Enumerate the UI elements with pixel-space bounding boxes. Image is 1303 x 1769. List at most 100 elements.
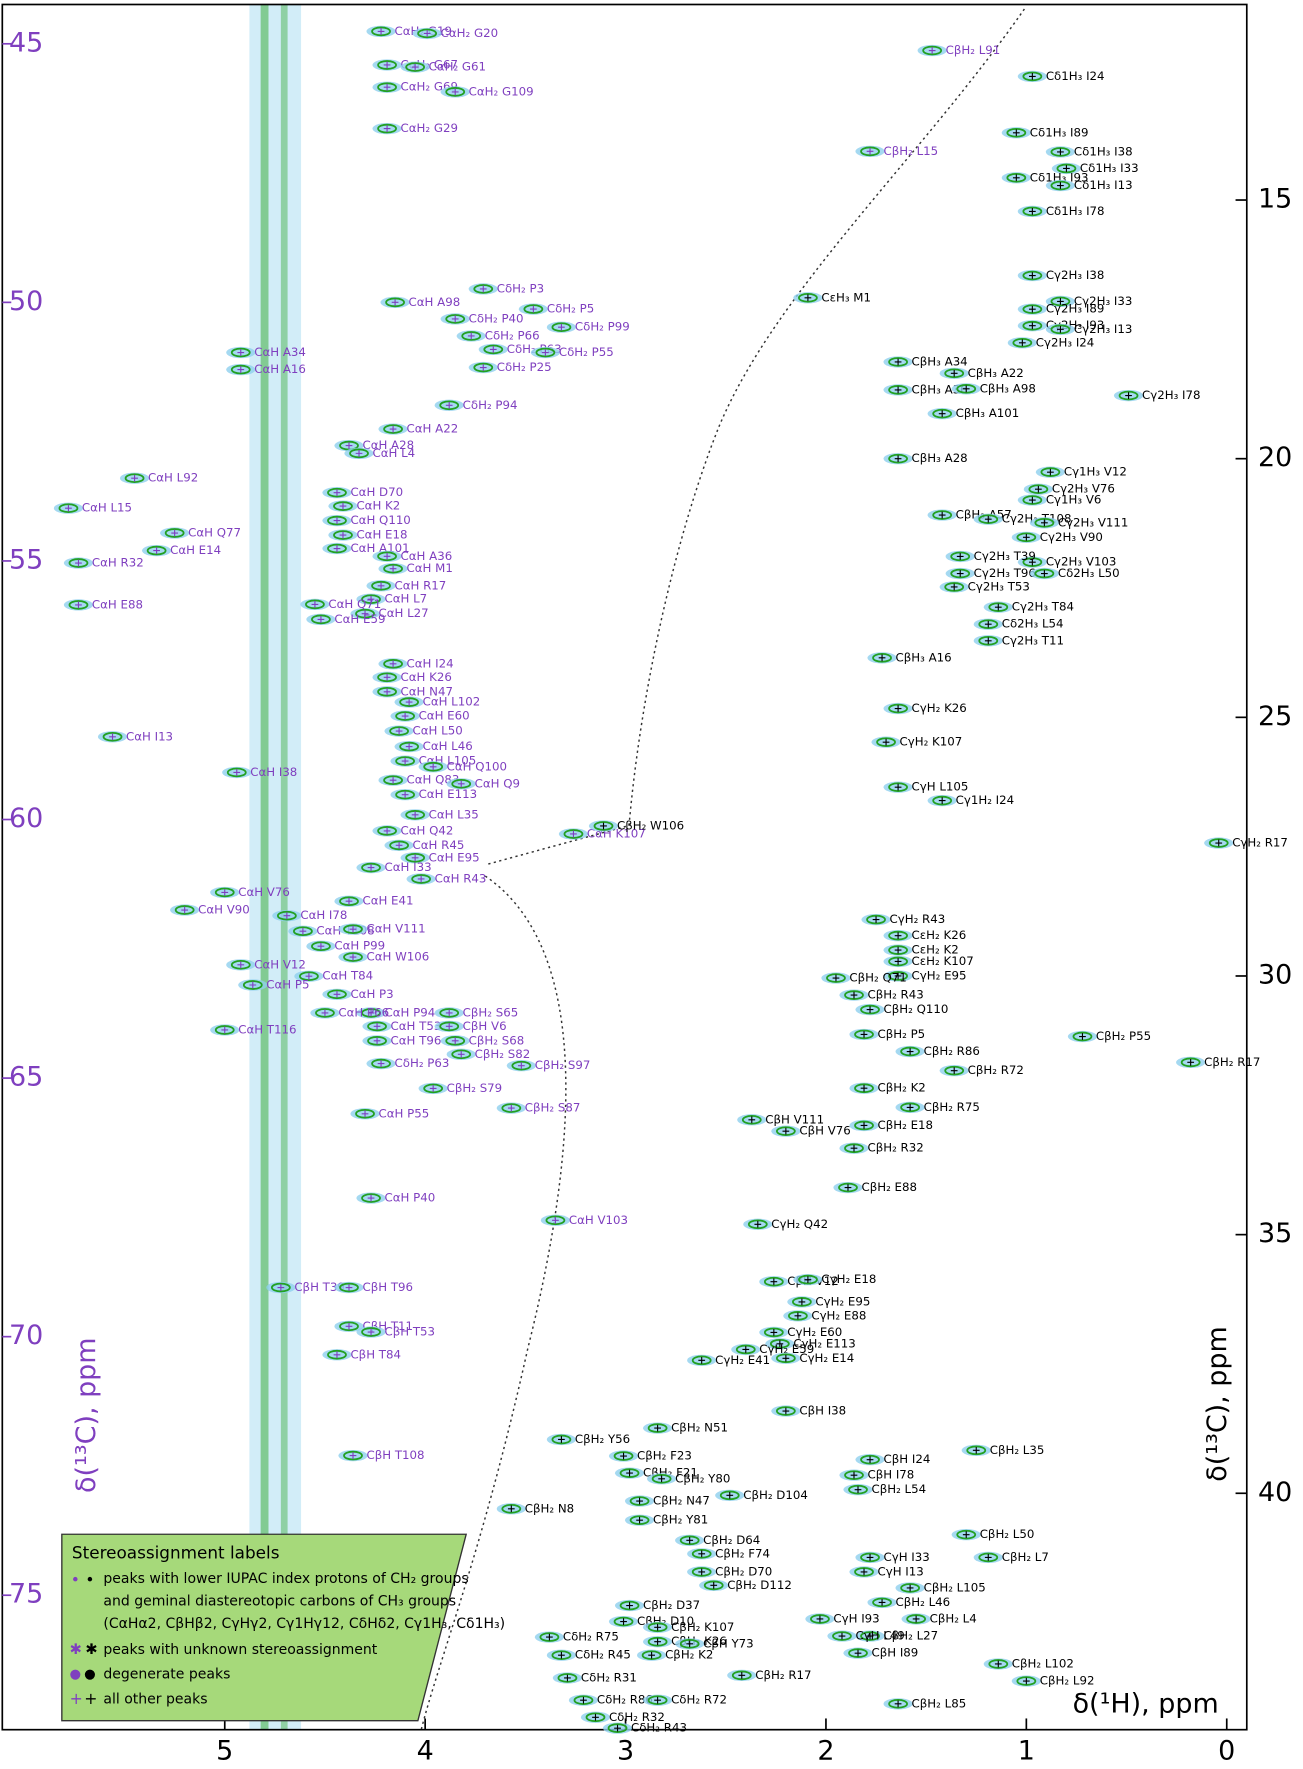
y-tick-label: 65 (9, 1062, 43, 1093)
peak-label: CβH₂ S65 (463, 1005, 519, 1019)
peak-label: CαH T116 (238, 1022, 296, 1036)
peak-label: CεH₃ M1 (821, 290, 871, 304)
peak-label: CαH₂ G20 (441, 26, 498, 40)
peak-label: Cγ2H₃ V90 (1040, 530, 1103, 544)
y2-tick-label: 20 (1258, 442, 1292, 473)
peak-label: CγH L105 (912, 780, 969, 794)
y2-tick-label: 40 (1258, 1477, 1292, 1508)
peak-label: Cδ2H₃ L54 (1002, 617, 1064, 631)
peak-label: CβH₂ K107 (671, 1620, 734, 1634)
peak-label: CβH₂ D37 (643, 1598, 700, 1612)
legend-entry: all other peaks (103, 1691, 207, 1707)
peak-label: CαH Q100 (447, 759, 507, 773)
peak-label: CβH₂ N47 (653, 1494, 710, 1508)
peak-label: Cδ1H₃ I24 (1046, 69, 1105, 83)
peak-label: CαH R43 (435, 871, 487, 885)
peak-label: CαH V12 (254, 957, 306, 971)
peak-label: CβH₂ L15 (884, 144, 939, 158)
peak-label: CδH₂ P99 (575, 320, 630, 334)
peak-label: CαH R32 (92, 556, 144, 570)
peak-label: CδH₂ R75 (563, 1630, 619, 1644)
peak-label: CαH E60 (419, 709, 470, 723)
peak-label: CδH₂ P40 (469, 311, 524, 325)
peak-label: CαH I24 (407, 656, 454, 670)
peak-label: Cγ2H₃ I89 (1046, 302, 1105, 316)
peak-label: CαH L35 (429, 807, 479, 821)
peak-label: CβH₂ L102 (1012, 1656, 1074, 1670)
peak-label: CαH A22 (407, 422, 459, 436)
peak-label: CβH₂ D104 (743, 1488, 808, 1502)
peak-label: CαH Q9 (475, 776, 520, 790)
peak-label: CβH₂ L92 (1040, 1674, 1095, 1688)
peak-label: CδH₂ R43 (631, 1721, 687, 1735)
peak-label: CγH I93 (833, 1611, 879, 1625)
peak-label: CαH E113 (419, 787, 478, 801)
peak-label: CαH Q42 (401, 823, 454, 837)
peak-label: CβH₂ L85 (912, 1696, 967, 1710)
peak-label: CβH T53 (385, 1325, 436, 1339)
legend-symbol: + (84, 1689, 97, 1708)
peak-label: CαH E95 (429, 850, 480, 864)
peak-label: Cδ1H₃ I78 (1046, 204, 1105, 218)
peak-label: CαH A98 (409, 295, 461, 309)
peak-label: CβH₂ R32 (867, 1141, 923, 1155)
peak-label: CδH₂ P94 (463, 398, 518, 412)
peak-label: Cδ1H₃ I13 (1074, 178, 1133, 192)
peak-label: CβH₂ S97 (535, 1058, 591, 1072)
peak-label: CαH L7 (385, 592, 428, 606)
peak-label: Cγ2H₃ I78 (1142, 388, 1201, 402)
y-tick-label: 70 (9, 1320, 43, 1351)
peak-label: CαH P66 (338, 1005, 389, 1019)
peak-label: CβH T96 (362, 1280, 413, 1294)
peak-label: CβH₂ S82 (475, 1047, 531, 1061)
legend-symbol: ✱ (70, 1641, 82, 1658)
legend-entry: degenerate peaks (103, 1667, 230, 1683)
peak-label: CγH₂ E88 (811, 1308, 866, 1322)
peak-label: CαH P40 (385, 1191, 436, 1205)
peak-label: CαH P3 (350, 987, 393, 1001)
peak-label: CβH T84 (350, 1347, 401, 1361)
peak-label: CβH₂ P55 (1096, 1029, 1151, 1043)
y2-tick-label: 15 (1258, 184, 1292, 215)
y2-tick-label: 25 (1258, 701, 1292, 732)
peak-label: CγH₂ E14 (799, 1351, 854, 1365)
peak-label: CαH₂ G109 (469, 84, 534, 98)
legend-entry: peaks with unknown stereoassignment (103, 1642, 377, 1658)
peak-label: CβH₂ S79 (447, 1081, 503, 1095)
peak-label: CβH₂ K2 (877, 1081, 925, 1095)
legend-entry: and geminal diastereotopic carbons of CH… (103, 1594, 456, 1610)
peak-label: CαH E88 (92, 597, 143, 611)
y-tick-label: 45 (9, 27, 43, 58)
peak-label: Cδ1H₃ I33 (1080, 161, 1139, 175)
peak-label: CαH E41 (362, 894, 413, 908)
y-tick-label: 50 (9, 286, 43, 317)
peak-label: CβH₂ R75 (924, 1100, 980, 1114)
peak-label: CαH P5 (266, 977, 309, 991)
peak-label: Cδ2H₃ L50 (1058, 566, 1120, 580)
peak-label: CγH₂ R17 (1232, 836, 1288, 850)
peak-label: CβH₂ R17 (1204, 1055, 1260, 1069)
peak-label: CαH E14 (170, 543, 221, 557)
peak-label: CβH₂ N51 (671, 1421, 728, 1435)
peak-label: CγH₂ Q42 (771, 1217, 828, 1231)
peak-label: CαH R17 (395, 578, 447, 592)
peak-label: CαH P55 (379, 1106, 430, 1120)
peak-label: CαH V103 (569, 1213, 628, 1227)
peak-label: CδH₂ P66 (485, 328, 540, 342)
peak-label: Cγ2H₃ I24 (1036, 335, 1095, 349)
peak-label: CβH₂ S68 (469, 1033, 525, 1047)
peak-label: Cγ2H₃ T84 (1012, 600, 1074, 614)
peak-label: Cγ1H₂ I24 (956, 793, 1015, 807)
peak-label: Cγ2H₃ I38 (1046, 268, 1105, 282)
water-stripe-green (281, 4, 288, 1729)
x-tick-label: 0 (1218, 1736, 1235, 1767)
peak-label: Cγ2H₃ I13 (1074, 322, 1133, 336)
peak-label: CαH L46 (423, 739, 473, 753)
peak-label: CεH₂ K107 (912, 954, 974, 968)
peak-label: CγH₂ E18 (821, 1272, 876, 1286)
legend-symbol (88, 1577, 92, 1581)
peak-label: Cγ2H₃ V111 (1058, 515, 1129, 529)
peak-label: CβH₂ Y56 (575, 1432, 630, 1446)
peak-label: CβH Y73 (703, 1636, 754, 1650)
peak-label: CγH₂ E95 (815, 1294, 870, 1308)
